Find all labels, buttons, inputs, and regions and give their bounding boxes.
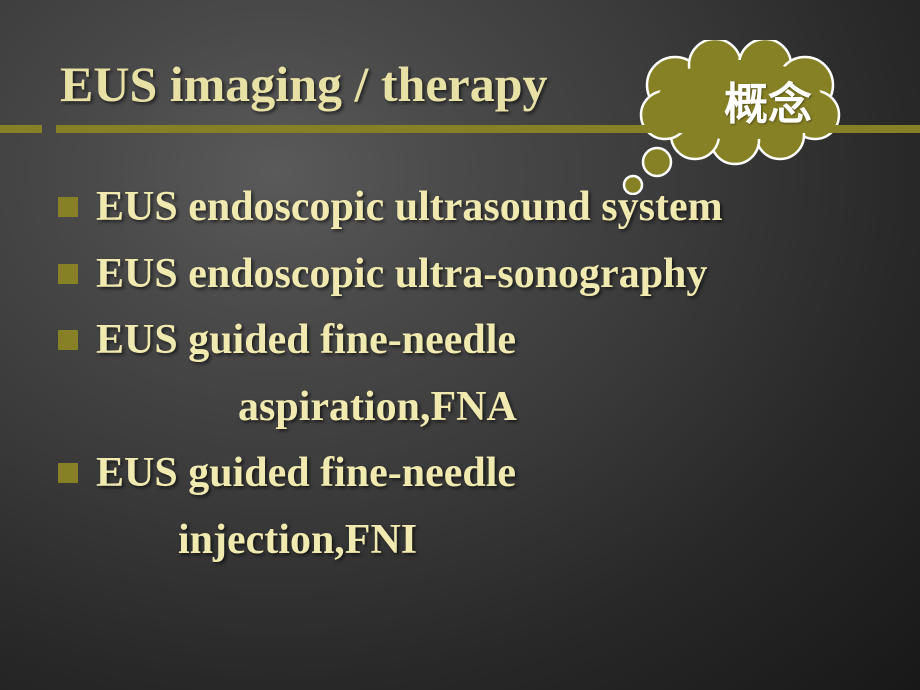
- list-item: EUS guided fine-needle: [58, 447, 920, 500]
- bullet-text: EUS guided fine-needle: [96, 314, 516, 367]
- bullet-icon: [58, 463, 78, 483]
- slide-content: EUS endoscopic ultrasound system EUS end…: [0, 181, 920, 566]
- slide-container: 概念 EUS imaging / therapy EUS endoscopic …: [0, 0, 920, 690]
- bullet-icon: [58, 264, 78, 284]
- bullet-text: EUS endoscopic ultra-sonography: [96, 248, 707, 301]
- list-item: EUS guided fine-needle: [58, 314, 920, 367]
- bullet-subtext: aspiration,FNA: [58, 381, 920, 434]
- list-item: EUS endoscopic ultra-sonography: [58, 248, 920, 301]
- bullet-subtext: injection,FNI: [58, 514, 920, 567]
- bullet-text: EUS guided fine-needle: [96, 447, 516, 500]
- bullet-icon: [58, 330, 78, 350]
- bullet-icon: [58, 197, 78, 217]
- cloud-label: 概念: [724, 68, 812, 132]
